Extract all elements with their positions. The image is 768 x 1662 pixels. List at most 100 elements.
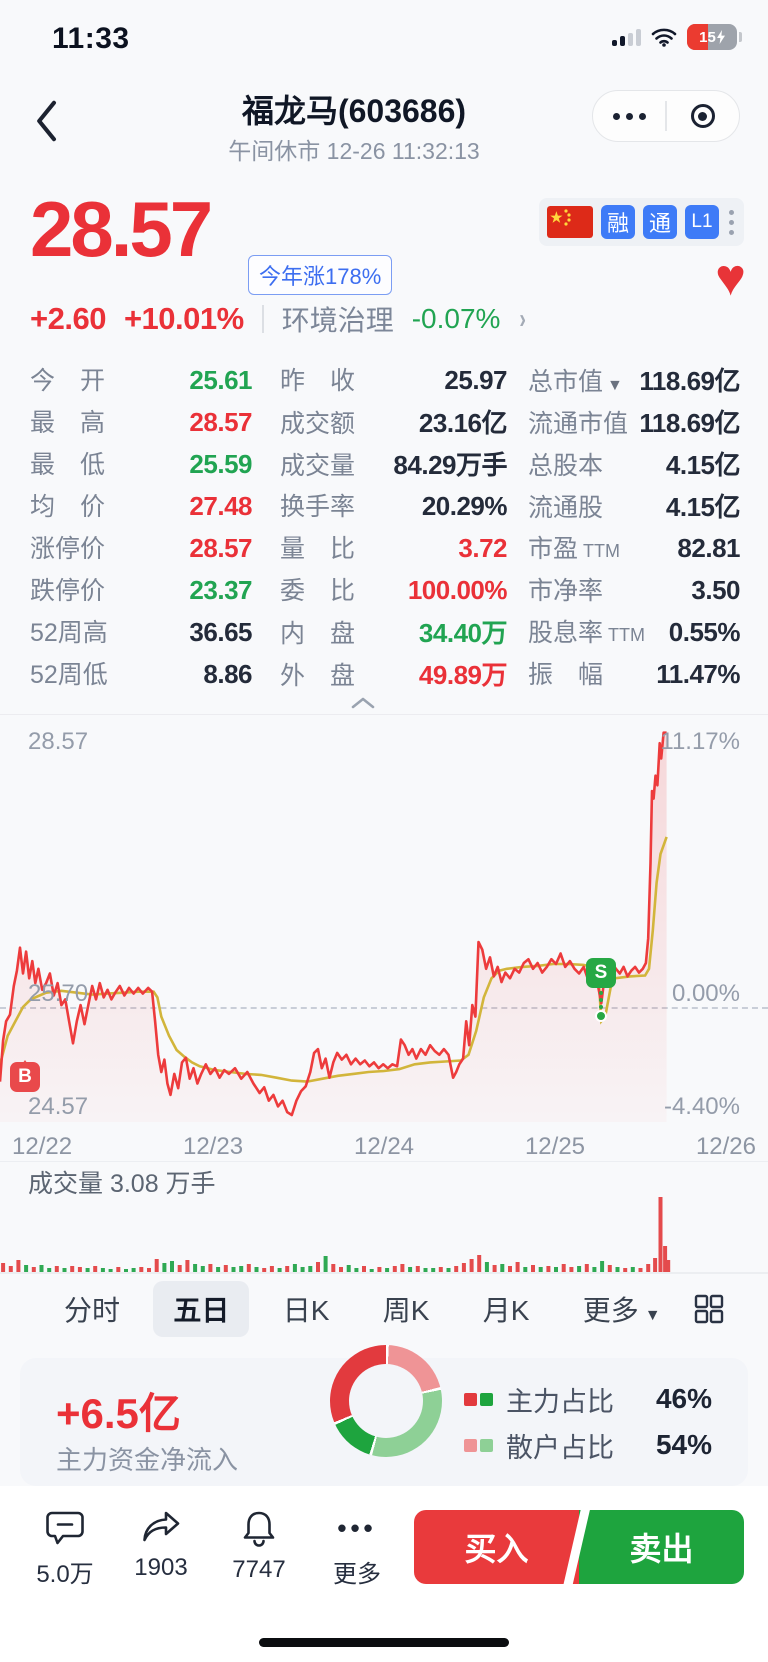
volume-bar (461, 1263, 466, 1272)
stats-grid: 今 开 25.61 昨 收 25.97 总市值 ▼ 118.69亿最 高 28.57 成交额 23… (30, 358, 741, 694)
favorite-heart-icon[interactable]: ♥ (715, 249, 746, 307)
stat-cell: 52周高 36.65 (30, 613, 252, 649)
stat-value: 36.65 (189, 617, 252, 647)
tab-更多[interactable]: 更多 ▼ (582, 1295, 661, 1326)
alerts-button[interactable]: 7747 (214, 1510, 304, 1584)
stat-value: 100.00% (407, 575, 508, 605)
buy-button[interactable]: 买入 (414, 1510, 579, 1584)
volume-bar (630, 1267, 635, 1272)
volume-bar (54, 1266, 59, 1272)
layout-grid-icon[interactable] (694, 1294, 724, 1324)
volume-bar (561, 1264, 566, 1272)
stat-label: 成交额 (280, 409, 356, 438)
stat-cell: 总股本 4.15亿 (528, 445, 741, 482)
tag-connect[interactable]: 通 (643, 205, 677, 239)
tag-level1[interactable]: L1 (685, 205, 719, 239)
volume-bar (663, 1246, 668, 1272)
volume-bar (415, 1266, 420, 1272)
tags-more-icon[interactable] (727, 209, 736, 235)
stat-label: 换手率 (280, 493, 356, 521)
caret-down-icon[interactable]: ▼ (607, 376, 623, 394)
volume-bar (658, 1197, 663, 1272)
stat-label: 跌停价 (30, 577, 106, 605)
volume-bar (154, 1259, 159, 1272)
stat-cell: 均 价 27.48 (30, 487, 252, 523)
stats-row: 均 价 27.48 换手率 20.29% 流通股 4.15亿 (30, 484, 741, 526)
volume-bar (331, 1264, 336, 1272)
more-button[interactable]: ••• 更多 (312, 1510, 402, 1589)
share-button[interactable]: 1903 (116, 1510, 206, 1582)
stat-label: 内 盘 (280, 619, 356, 648)
stat-cell: 委 比 100.00% (280, 571, 508, 607)
five-day-chart[interactable]: 28.57 11.17% 25.70 0.00% 24.57 -4.40% B … (0, 714, 768, 1125)
stat-label: 最 低 (30, 451, 106, 479)
stat-label: 委 比 (280, 577, 356, 605)
volume-bar (47, 1268, 52, 1272)
sector-chevron-icon[interactable]: › (519, 303, 527, 334)
tab-五日[interactable]: 五日 (153, 1281, 250, 1337)
volume-bar (477, 1255, 482, 1272)
stat-cell: 振 幅 11.47% (528, 655, 740, 691)
period-tabs: 分时 五日 日K 周K 月K 更多 ▼ (0, 1281, 768, 1337)
stat-label: 52周低 (30, 661, 108, 689)
stat-value: 49.89万 (418, 659, 508, 690)
stock-tags: 融 通 L1 (539, 198, 744, 246)
volume-bar (277, 1268, 282, 1272)
miniprogram-capsule (592, 90, 740, 142)
stats-row: 最 低 25.59 成交量 84.29万手 总股本 4.15亿 (30, 442, 741, 484)
back-icon[interactable] (26, 96, 66, 146)
volume-pane (0, 1197, 768, 1274)
trade-buttons: 买入 卖出 (414, 1510, 744, 1584)
home-indicator[interactable] (259, 1638, 509, 1647)
share-icon (143, 1511, 180, 1542)
stats-row: 跌停价 23.37 委 比 100.00% 市净率 3.50 (30, 568, 740, 610)
volume-bar (200, 1266, 205, 1272)
volume-bar (577, 1266, 582, 1272)
more-dots-icon: ••• (337, 1512, 377, 1543)
y-label-min: 24.57 (28, 1093, 89, 1120)
stat-label: 流通市值 (528, 409, 629, 438)
volume-bar (223, 1265, 228, 1272)
volume-bar (569, 1267, 574, 1272)
volume-bar (93, 1266, 98, 1272)
volume-bar (615, 1267, 620, 1272)
sell-button[interactable]: 卖出 (579, 1510, 744, 1584)
ellipsis-icon (612, 112, 646, 120)
tag-margin[interactable]: 融 (601, 205, 635, 239)
volume-bar (392, 1266, 397, 1272)
stat-label: 外 盘 (280, 661, 356, 690)
volume-bar (16, 1260, 21, 1272)
comments-button[interactable]: 5.0万 (20, 1510, 110, 1589)
wifi-icon (651, 28, 677, 47)
stat-cell: 市盈 TTM 82.81 (528, 529, 740, 565)
battery-icon: 15 (687, 24, 737, 50)
tab-月K[interactable]: 月K (482, 1295, 530, 1326)
stat-cell[interactable]: 总市值 ▼ 118.69亿 (528, 361, 740, 398)
stat-cell: 外 盘 49.89万 (280, 655, 508, 692)
close-capsule-button[interactable] (667, 91, 739, 141)
buy-marker: B (10, 1060, 40, 1092)
sector-name[interactable]: 环境治理 (281, 305, 394, 336)
tab-日K[interactable]: 日K (282, 1295, 330, 1326)
volume-bar (523, 1267, 528, 1272)
stats-row: 涨停价 28.57 量 比 3.72 市盈 TTM 82.81 (30, 526, 740, 568)
y-label-prevclose: 25.70 (28, 980, 89, 1007)
stat-cell: 流通市值 118.69亿 (528, 403, 740, 440)
volume-bar (423, 1268, 428, 1272)
x-axis-label: 12/25 (524, 1133, 586, 1160)
price-line (0, 731, 667, 1117)
volume-bar (492, 1265, 497, 1272)
legend-value: 54% (655, 1429, 712, 1460)
volume-bar (108, 1269, 113, 1272)
volume-bar (131, 1268, 136, 1272)
comment-icon (46, 1511, 84, 1545)
fund-flow-card[interactable]: +6.5亿 主力资金净流入 主力占比 46% 散户占比 54% (20, 1345, 748, 1486)
tab-周K[interactable]: 周K (382, 1295, 430, 1326)
more-menu-button[interactable] (593, 91, 665, 141)
volume-bar (8, 1266, 13, 1272)
volume-bar (653, 1258, 658, 1272)
stat-value: 20.29% (421, 491, 508, 521)
collapse-stats-icon[interactable] (350, 696, 376, 710)
volume-label: 成交量 3.08 万手 (28, 1170, 216, 1198)
tab-分时[interactable]: 分时 (64, 1295, 121, 1326)
